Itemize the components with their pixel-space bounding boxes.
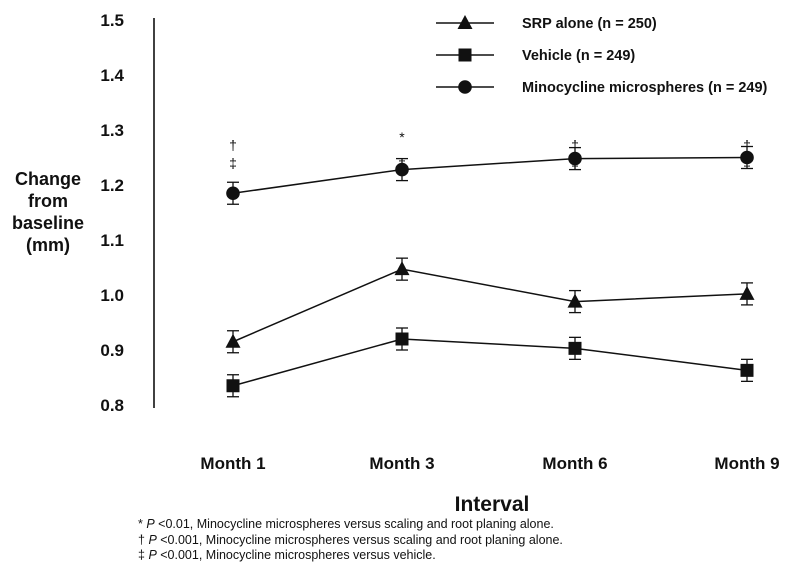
footnote-text: <0.001, Minocycline microspheres versus …	[156, 532, 563, 547]
data-point	[568, 151, 582, 166]
y-tick-label: 1.2	[100, 176, 124, 195]
x-tick-label: Month 1	[200, 454, 265, 473]
series-square	[226, 327, 754, 398]
legend-label: Vehicle (n = 249)	[522, 48, 635, 64]
data-point	[395, 332, 409, 346]
x-tick-label: Month 3	[369, 454, 434, 473]
y-tick-label: 1.3	[100, 121, 124, 140]
data-point	[226, 186, 240, 201]
x-axis-label: Interval	[455, 493, 530, 515]
significance-mark: †	[743, 137, 751, 153]
significance-mark: ‡	[398, 155, 406, 171]
legend-label: SRP alone (n = 250)	[522, 16, 657, 32]
data-point	[739, 285, 755, 300]
data-point	[226, 379, 240, 393]
x-tick-label: Month 9	[714, 454, 779, 473]
significance-mark: ‡	[743, 155, 751, 171]
series-triangle	[225, 257, 755, 354]
series-line	[232, 338, 748, 387]
significance-mark: *	[399, 129, 405, 145]
y-tick-label: 1.1	[100, 231, 124, 250]
significance-mark: ‡	[229, 155, 237, 171]
footnote: † P <0.001, Minocycline microspheres ver…	[138, 533, 563, 549]
y-axis-label-line: Change	[15, 169, 81, 189]
data-point	[394, 261, 410, 276]
data-point	[567, 293, 583, 308]
x-tick-label: Month 6	[542, 454, 607, 473]
footnote: * P <0.01, Minocycline microspheres vers…	[138, 517, 563, 533]
y-axis-label-line: from	[28, 191, 68, 211]
y-tick-label: 1.5	[100, 11, 124, 30]
data-point	[225, 333, 241, 348]
footnote-p: P	[146, 517, 155, 531]
y-axis-label-line: baseline	[12, 213, 84, 233]
series-circle	[226, 145, 754, 205]
significance-mark: †	[571, 137, 579, 153]
y-tick-label: 1.0	[100, 286, 124, 305]
footnote-symbol: †	[138, 532, 145, 547]
footnote-text: <0.001, Minocycline microspheres versus …	[156, 548, 436, 562]
y-tick-label: 0.8	[100, 396, 124, 415]
y-axis-label-line: (mm)	[26, 235, 70, 255]
legend-marker	[458, 48, 472, 62]
legend-marker	[458, 80, 472, 94]
series-line	[232, 268, 748, 343]
footnote-p: P	[148, 532, 157, 547]
footnote-symbol: *	[138, 517, 143, 531]
significance-mark: †	[229, 137, 237, 153]
data-point	[740, 363, 754, 377]
y-tick-label: 0.9	[100, 341, 124, 360]
data-point	[395, 162, 409, 177]
footnote-text: <0.01, Minocycline microspheres versus s…	[154, 517, 554, 531]
legend-label: Minocycline microspheres (n = 249)	[522, 80, 768, 96]
footnote-symbol: ‡	[138, 548, 145, 562]
y-axis-label: Change from baseline (mm)	[12, 169, 84, 255]
significance-mark: ‡	[571, 155, 579, 171]
legend-marker	[457, 15, 473, 29]
legend: SRP alone (n = 250) Vehicle (n = 249) Mino…	[436, 15, 768, 96]
chart-canvas: 0.8 0.9 1.0 1.1 1.2 1.3 1.4 1.5 Change from baseli…	[12, 11, 780, 515]
footnotes: * P <0.01, Minocycline microspheres vers…	[138, 517, 563, 564]
series-line	[232, 156, 748, 194]
y-tick-label: 1.4	[100, 66, 124, 85]
data-point	[568, 341, 582, 355]
data-point	[740, 150, 754, 165]
footnote: ‡ P <0.001, Minocycline microspheres ver…	[138, 548, 563, 564]
footnote-p: P	[148, 548, 157, 562]
